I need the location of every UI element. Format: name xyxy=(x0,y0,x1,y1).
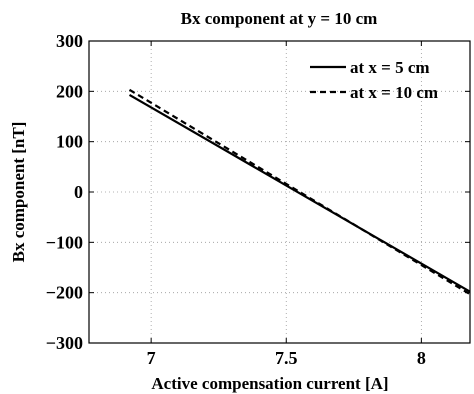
y-tick-label: −200 xyxy=(46,283,83,303)
y-tick-label: −100 xyxy=(46,232,83,252)
y-tick-label: 100 xyxy=(56,132,83,152)
series-lines xyxy=(128,88,471,296)
y-tick-label: 0 xyxy=(74,182,83,202)
axis-ticks: 7 7.5 8 300 200 100 0 −100 −200 −300 xyxy=(46,31,470,368)
x-tick-label: 7 xyxy=(147,348,156,368)
legend-label-x5: at x = 5 cm xyxy=(350,58,430,77)
y-tick-label: −300 xyxy=(46,333,83,353)
chart-title: Bx component at y = 10 cm xyxy=(181,9,378,28)
legend-label-x10: at x = 10 cm xyxy=(350,83,438,102)
y-axis-label: Bx component [nT] xyxy=(9,122,28,263)
legend: at x = 5 cm at x = 10 cm xyxy=(310,58,438,102)
series-line-x10 xyxy=(128,88,471,296)
x-tick-label: 7.5 xyxy=(275,348,298,368)
y-tick-label: 200 xyxy=(56,81,83,101)
x-tick-label: 8 xyxy=(417,348,426,368)
x-axis-label: Active compensation current [A] xyxy=(151,374,388,393)
y-tick-label: 300 xyxy=(56,31,83,51)
